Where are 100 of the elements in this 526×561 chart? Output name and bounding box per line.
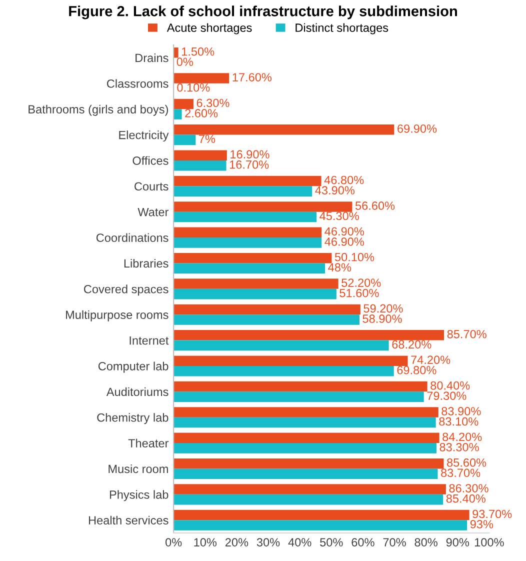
data-label: 52.20%	[342, 278, 381, 287]
data-label: 85.60%	[447, 458, 486, 467]
bar	[174, 392, 424, 402]
data-label: 7%	[199, 134, 216, 144]
data-label: 85.40%	[446, 494, 486, 503]
bar	[174, 484, 446, 494]
bar	[174, 407, 438, 418]
data-label: 83.90%	[442, 407, 481, 416]
bar	[174, 468, 438, 480]
data-label: 79.30%	[427, 392, 466, 400]
bar	[174, 381, 428, 392]
x-tick-label: 90%	[446, 538, 470, 546]
y-tick-label: Libraries	[124, 258, 168, 268]
bar	[174, 330, 444, 340]
data-label: 0%	[176, 58, 193, 66]
bar	[174, 366, 394, 376]
y-tick-label: Drains	[136, 53, 168, 62]
y-tick-label: Water	[138, 208, 169, 216]
data-label: 85.70%	[447, 330, 486, 338]
bar	[174, 109, 182, 120]
data-label: 56.60%	[355, 202, 395, 210]
data-label: 2.60%	[185, 109, 218, 118]
y-tick-label: Computer lab	[98, 362, 168, 373]
data-label: 46.80%	[324, 176, 364, 184]
data-label: 16.70%	[230, 160, 269, 169]
y-tick-label: Music room	[108, 464, 168, 474]
data-label: 50.10%	[334, 252, 374, 262]
bar	[174, 340, 389, 351]
bar	[174, 176, 322, 186]
y-tick-label: Offices	[132, 156, 168, 165]
y-tick-label: Theater	[128, 438, 169, 448]
data-label: 51.60%	[340, 288, 379, 298]
data-label: 17.60%	[232, 73, 272, 82]
y-tick-label: Classrooms	[107, 79, 168, 88]
data-label: 80.40%	[430, 381, 470, 390]
data-label: 45.30%	[320, 212, 359, 220]
y-tick-label: Bathrooms (girls and boys)	[28, 104, 168, 116]
data-label: 69.80%	[397, 366, 436, 374]
data-label: 46.90%	[324, 237, 364, 246]
bar	[174, 288, 336, 300]
bar	[174, 520, 468, 530]
data-label: 69.90%	[398, 124, 437, 133]
y-tick-label: Electricity	[119, 130, 169, 142]
y-tick-label: Physics lab	[110, 490, 168, 502]
data-label: 59.20%	[364, 304, 403, 313]
bar	[174, 98, 194, 110]
x-tick-label: 50%	[320, 538, 343, 546]
bar	[174, 494, 444, 505]
data-label: 58.90%	[362, 314, 402, 323]
y-tick-label: Covered spaces	[84, 284, 168, 296]
bar	[174, 186, 312, 196]
data-label: 1.50%	[182, 47, 214, 56]
bar	[174, 304, 360, 315]
bar	[174, 160, 226, 171]
x-tick-label: 40%	[288, 538, 312, 546]
y-tick-label: Courts	[134, 182, 168, 191]
y-tick-label: Coordinations	[96, 233, 168, 242]
y-tick-label: Chemistry lab	[97, 413, 168, 424]
bar	[174, 124, 394, 135]
bar	[174, 417, 436, 428]
bar	[174, 150, 227, 160]
y-tick-label: Multipurpose rooms	[66, 310, 168, 322]
y-tick-label: Health services	[88, 516, 168, 524]
data-label: 6.30%	[196, 98, 230, 108]
x-tick-label: 30%	[256, 538, 280, 546]
x-tick-label: 20%	[225, 538, 248, 546]
y-tick-label: Auditoriums	[106, 387, 168, 396]
bar	[174, 432, 440, 444]
x-tick-label: 100%	[474, 538, 504, 546]
bar	[174, 510, 470, 520]
chart-title: Figure 2. Lack of school infrastructure by subdimension	[69, 6, 457, 20]
data-label: 86.30%	[449, 484, 488, 492]
bar	[174, 212, 317, 222]
bar	[174, 134, 196, 146]
data-label: 74.20%	[411, 356, 450, 364]
bar	[174, 458, 444, 469]
data-label: 84.20%	[442, 432, 482, 442]
data-label: 68.20%	[392, 340, 432, 349]
data-label: 83.70%	[441, 468, 480, 478]
data-label: 0.10%	[177, 83, 210, 92]
data-label: 83.10%	[439, 417, 478, 426]
data-label: 43.90%	[315, 186, 355, 194]
bar	[174, 202, 352, 212]
data-label: 16.90%	[230, 150, 270, 159]
data-label: 46.90%	[324, 227, 364, 236]
legend-label: Acute shortages	[166, 23, 252, 34]
bar	[174, 227, 322, 238]
bar	[174, 278, 338, 289]
bar	[174, 263, 326, 274]
x-tick-label: 60%	[352, 538, 374, 546]
bar	[174, 314, 360, 325]
x-tick-label: 10%	[194, 538, 217, 546]
bar	[174, 443, 436, 454]
bar	[174, 73, 230, 84]
bar	[174, 252, 332, 264]
y-tick-label: Internet	[130, 336, 169, 345]
bar	[174, 47, 178, 58]
bar	[174, 356, 408, 366]
data-label: 93.70%	[472, 510, 512, 518]
legend-label: Distinct shortages	[296, 23, 388, 34]
